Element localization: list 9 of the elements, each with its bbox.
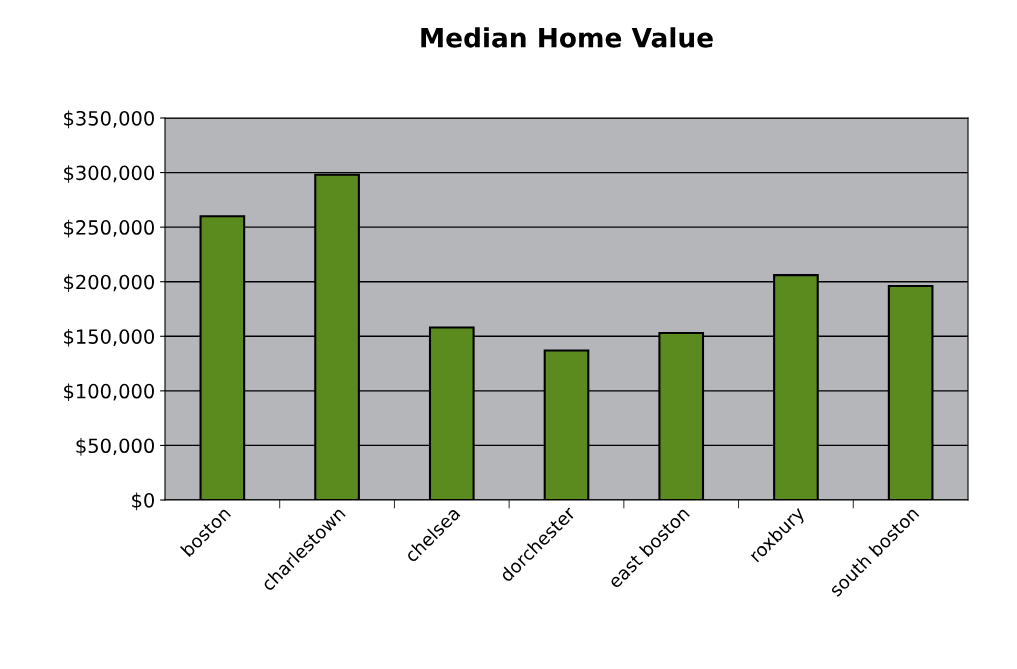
y-tick-label: $200,000 (64, 274, 154, 292)
y-tick-label: $250,000 (64, 219, 154, 238)
y-tick-label: $300,000 (64, 165, 154, 183)
y-tick-label: $350,000 (64, 110, 154, 129)
y-tick-label: $150,000 (64, 328, 154, 347)
chart-title: Median Home Value (421, 27, 713, 48)
y-tick-label: $100,000 (64, 383, 154, 402)
y-tick-label: $50,000 (76, 438, 154, 456)
y-tick-label: $0 (132, 492, 154, 511)
